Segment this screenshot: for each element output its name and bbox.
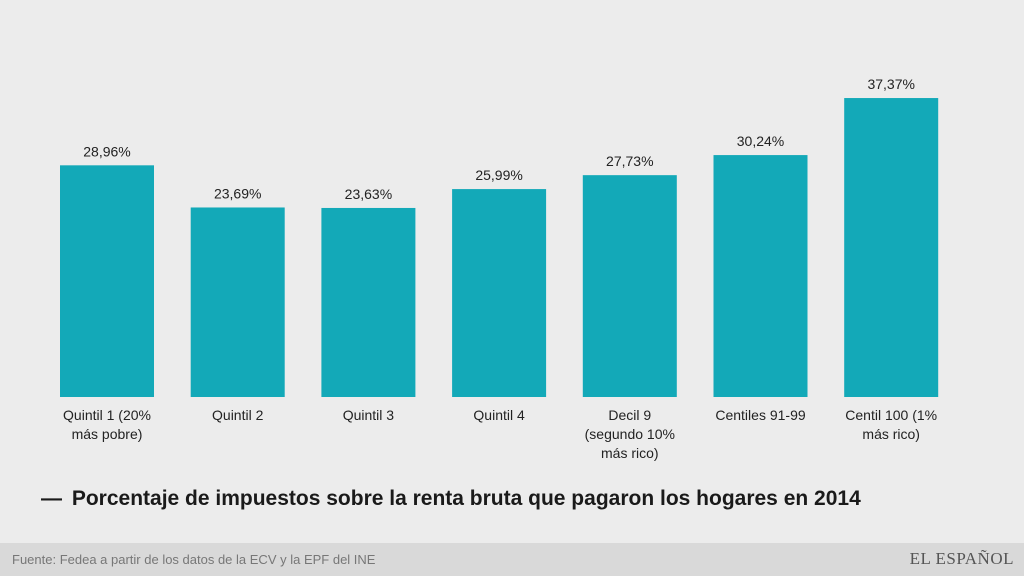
bar-7 xyxy=(844,98,939,397)
category-label-4: Quintil 4 xyxy=(473,407,525,423)
bar-2 xyxy=(190,207,285,397)
legend-dash: — xyxy=(41,487,62,510)
category-label-6: Centiles 91-99 xyxy=(715,407,805,423)
category-label-1: Quintil 1 (20% más pobre) xyxy=(63,407,151,442)
category-label-2: Quintil 2 xyxy=(212,407,264,423)
value-label-3: 23,63% xyxy=(345,186,392,202)
publisher-logo: EL ESPAÑOL xyxy=(909,549,1014,568)
category-label-7: Centil 100 (1% más rico) xyxy=(845,407,937,442)
bar-3 xyxy=(321,207,416,397)
value-label-7: 37,37% xyxy=(867,76,914,92)
bar-6 xyxy=(713,155,808,397)
bar-1 xyxy=(60,165,154,397)
value-label-1: 28,96% xyxy=(83,143,130,159)
value-label-2: 23,69% xyxy=(214,185,261,201)
source-note: Fuente: Fedea a partir de los datos de l… xyxy=(12,552,376,567)
category-label-5: Decil 9 (segundo 10% más rico) xyxy=(585,407,675,461)
value-label-6: 30,24% xyxy=(737,133,784,149)
chart-legend: — Porcentaje de impuestos sobre la renta… xyxy=(41,487,861,511)
value-label-4: 25,99% xyxy=(475,167,522,183)
category-label-3: Quintil 3 xyxy=(343,407,395,423)
bar-5 xyxy=(582,175,677,397)
footer-bar: Fuente: Fedea a partir de los datos de l… xyxy=(0,543,1024,576)
value-label-5: 27,73% xyxy=(606,153,653,169)
legend-text: Porcentaje de impuestos sobre la renta b… xyxy=(71,487,861,510)
bar-4 xyxy=(452,189,547,397)
bar-chart: 28,96% Quintil 1 (20% más pobre) 23,69% Quin… xyxy=(60,76,939,461)
